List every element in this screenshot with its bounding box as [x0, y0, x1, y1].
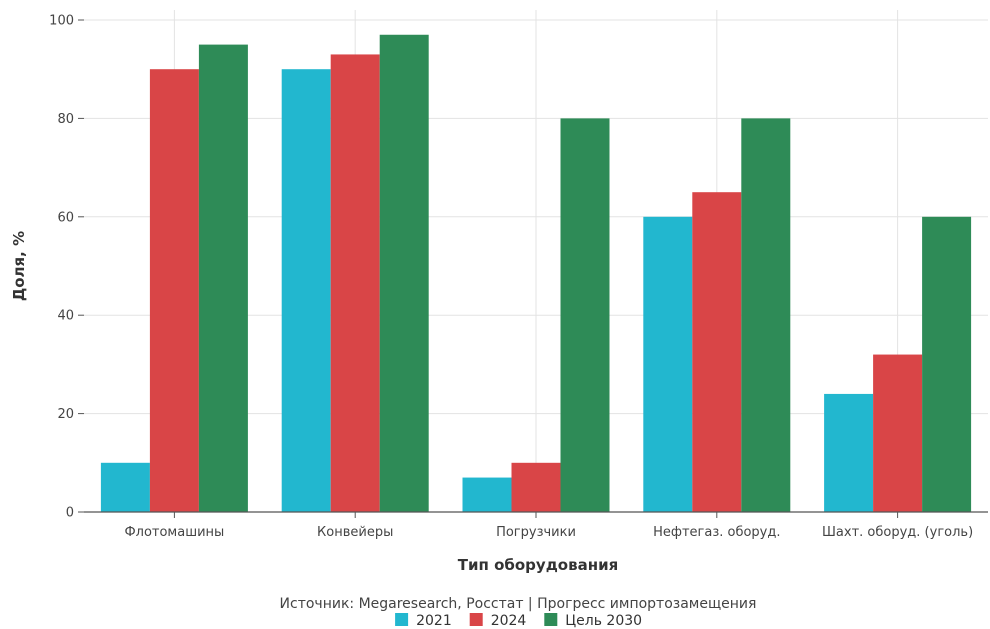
bar-цель-2030-4 [922, 216, 972, 513]
legend-label: Цель 2030 [565, 613, 642, 629]
source-caption: Источник: Megaresearch, Росстат | Прогре… [280, 596, 757, 612]
x-tick-label: Погрузчики [496, 525, 576, 540]
legend-swatch [544, 613, 558, 626]
bar-2021-4 [824, 393, 874, 512]
bar-2024-4 [873, 354, 923, 512]
y-tick-label: 20 [57, 407, 74, 422]
x-tick-label: Конвейеры [317, 525, 393, 540]
bar-2024-2 [511, 462, 561, 512]
bar-цель-2030-0 [198, 44, 248, 512]
legend-swatch [469, 613, 483, 626]
legend: 2021 2024 Цель 2030 [395, 613, 642, 629]
legend-swatch [395, 613, 409, 626]
bar-2021-0 [100, 462, 150, 512]
y-tick-label: 100 [49, 14, 74, 29]
y-axis-ticks: 0 20 40 60 80 100 [49, 14, 84, 521]
bar-2021-3 [643, 216, 693, 513]
bar-2024-1 [330, 54, 380, 512]
bar-цель-2030-1 [379, 34, 429, 512]
x-axis-ticks: Флотомашины Конвейеры Погрузчики Нефтегаз. … [124, 512, 973, 540]
y-tick-label: 0 [66, 506, 74, 521]
bar-цель-2030-3 [741, 118, 791, 513]
y-tick-label: 40 [57, 309, 74, 324]
bar-2024-0 [149, 69, 199, 512]
bars [100, 34, 972, 513]
y-axis-title: Доля, % [10, 231, 28, 301]
legend-label: 2024 [491, 613, 527, 629]
bar-2024-3 [692, 192, 742, 512]
x-tick-label: Нефтегаз. оборуд. [653, 525, 780, 540]
bar-2021-2 [462, 477, 512, 512]
x-tick-label: Флотомашины [124, 525, 224, 540]
bar-цель-2030-2 [560, 118, 610, 513]
y-tick-label: 80 [57, 112, 74, 127]
legend-label: 2021 [416, 613, 452, 629]
x-tick-label: Шахт. оборуд. (уголь) [822, 525, 973, 540]
bar-2021-1 [281, 69, 331, 512]
x-axis-title: Тип оборудования [458, 556, 618, 574]
y-tick-label: 60 [57, 210, 74, 225]
